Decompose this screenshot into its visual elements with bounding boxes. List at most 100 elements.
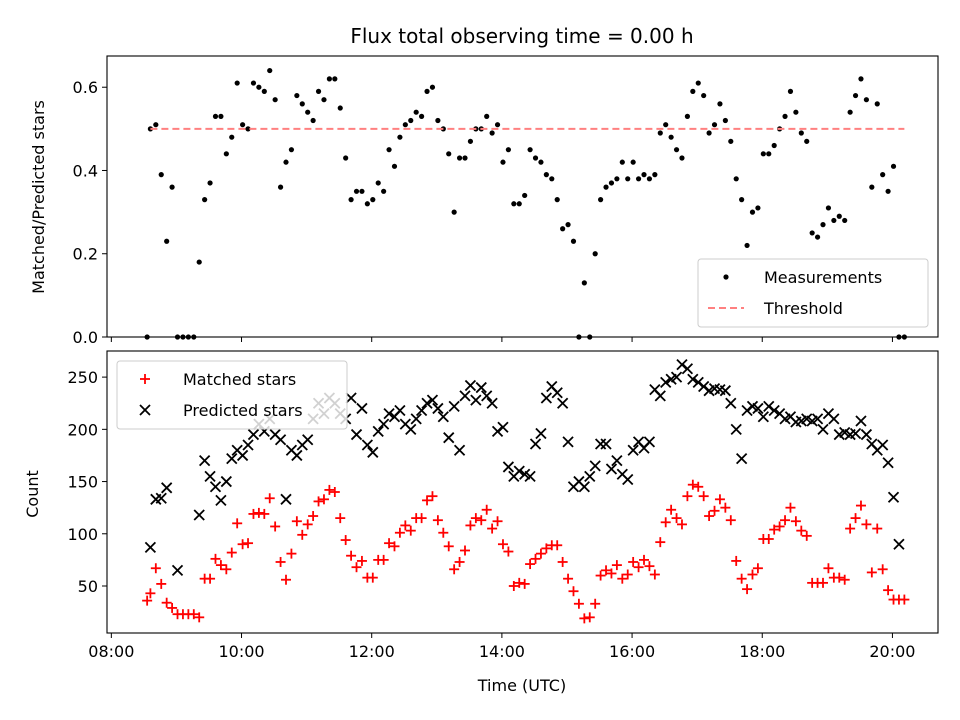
y-tick-label-1-2: 150 <box>67 473 98 492</box>
data-point-s0-86 <box>606 568 617 579</box>
data-point-s0-38 <box>346 550 357 561</box>
data-point-s1-67 <box>529 438 542 450</box>
data-point-s0-31 <box>310 117 316 124</box>
legend-swatch-1-1 <box>139 404 151 416</box>
data-point-s0-89 <box>625 176 631 182</box>
data-point-s0-38 <box>348 197 354 203</box>
data-point-s1-25 <box>302 434 314 446</box>
y-tick-label-0-2: 0.4 <box>73 161 98 180</box>
data-point-s0-27 <box>286 548 297 559</box>
data-point-s1-39 <box>378 418 390 430</box>
y-tick-label-1-3: 200 <box>67 420 98 439</box>
y-tick-label-0-0: 0.0 <box>73 328 98 347</box>
data-point-s0-3 <box>156 578 167 589</box>
data-point-s0-111 <box>742 584 753 595</box>
data-point-s0-40 <box>356 555 367 566</box>
data-point-s1-64 <box>513 465 525 477</box>
data-point-s1-120 <box>817 423 829 435</box>
data-point-s0-98 <box>671 513 682 524</box>
data-point-s0-56 <box>443 541 454 552</box>
data-point-s0-83 <box>590 598 601 609</box>
legend-label-0-1: Threshold <box>763 299 843 318</box>
data-point-s0-101 <box>690 88 696 94</box>
data-point-s1-54 <box>459 390 471 402</box>
data-point-s0-59 <box>462 155 468 161</box>
data-point-s1-13 <box>236 449 249 462</box>
data-point-s0-77 <box>560 226 566 232</box>
data-point-s1-105 <box>736 452 748 465</box>
data-point-s1-49 <box>432 402 444 415</box>
data-point-s0-140 <box>899 594 910 605</box>
data-point-s0-84 <box>598 197 604 203</box>
data-point-s1-5 <box>193 509 205 521</box>
data-point-s1-46 <box>415 404 428 417</box>
data-point-s0-32 <box>315 88 322 94</box>
data-point-s0-119 <box>785 502 796 513</box>
data-point-s1-77 <box>584 470 596 482</box>
data-point-s0-95 <box>657 130 663 136</box>
data-point-s1-9 <box>215 494 227 506</box>
data-point-s0-42 <box>367 572 378 583</box>
data-point-s0-25 <box>277 184 284 190</box>
data-point-s0-60 <box>465 520 476 531</box>
data-point-s0-135 <box>872 523 883 534</box>
legend-box-0 <box>697 258 929 328</box>
data-point-s1-50 <box>437 411 449 423</box>
data-point-s1-56 <box>470 394 482 406</box>
data-point-s1-90 <box>654 390 666 402</box>
data-point-s0-135 <box>874 101 880 107</box>
data-point-s0-59 <box>460 545 471 556</box>
data-point-s0-103 <box>701 92 707 99</box>
data-point-s1-55 <box>464 379 477 392</box>
data-point-s0-80 <box>573 598 584 609</box>
data-point-s0-100 <box>682 491 693 502</box>
data-point-s0-133 <box>861 519 872 530</box>
data-point-s0-108 <box>728 138 734 144</box>
data-point-s0-74 <box>541 543 552 554</box>
data-point-s0-11 <box>202 197 208 203</box>
data-point-s0-49 <box>405 525 416 536</box>
data-point-s0-52 <box>422 495 433 506</box>
data-point-s0-77 <box>557 556 568 567</box>
data-point-s0-53 <box>429 84 436 90</box>
y-tick-label-1-1: 100 <box>67 525 98 544</box>
data-point-s0-44 <box>381 188 387 194</box>
data-point-s0-36 <box>337 105 343 111</box>
data-point-s0-88 <box>619 159 625 165</box>
data-point-s0-109 <box>731 555 742 566</box>
data-point-s1-91 <box>660 376 672 388</box>
data-point-s0-64 <box>487 523 498 534</box>
data-point-s0-10 <box>196 259 202 265</box>
data-point-s0-130 <box>847 109 853 115</box>
data-point-s0-69 <box>514 577 525 588</box>
data-point-s1-126 <box>849 427 862 440</box>
data-point-s0-25 <box>275 556 286 567</box>
data-point-s0-37 <box>340 535 351 546</box>
data-point-s1-3 <box>161 482 173 494</box>
data-point-s0-4 <box>161 597 172 608</box>
data-point-s0-81 <box>581 280 587 286</box>
data-point-s1-69 <box>540 392 553 404</box>
data-point-s1-52 <box>448 400 460 412</box>
data-point-s0-51 <box>416 513 427 524</box>
data-point-s0-22 <box>259 508 270 519</box>
data-point-s1-45 <box>410 413 422 425</box>
data-point-s1-40 <box>383 408 395 420</box>
data-point-s0-101 <box>687 479 698 490</box>
data-point-s1-128 <box>860 428 873 441</box>
data-point-s0-47 <box>394 527 405 538</box>
data-point-s0-71 <box>525 559 536 570</box>
data-point-s1-59 <box>486 397 498 409</box>
data-point-s0-36 <box>335 513 346 524</box>
data-point-s0-69 <box>516 201 522 207</box>
data-point-s0-42 <box>370 197 376 203</box>
data-point-s0-78 <box>563 573 574 584</box>
data-point-s1-66 <box>524 470 536 482</box>
legend-label-1-1: Predicted stars <box>183 401 303 420</box>
data-point-s0-9 <box>188 609 199 620</box>
data-point-s0-102 <box>693 481 704 492</box>
data-point-s0-92 <box>641 172 647 178</box>
data-point-s0-50 <box>413 109 419 115</box>
data-point-s0-61 <box>470 513 481 524</box>
x-tick-label-1: 10:00 <box>218 642 264 661</box>
